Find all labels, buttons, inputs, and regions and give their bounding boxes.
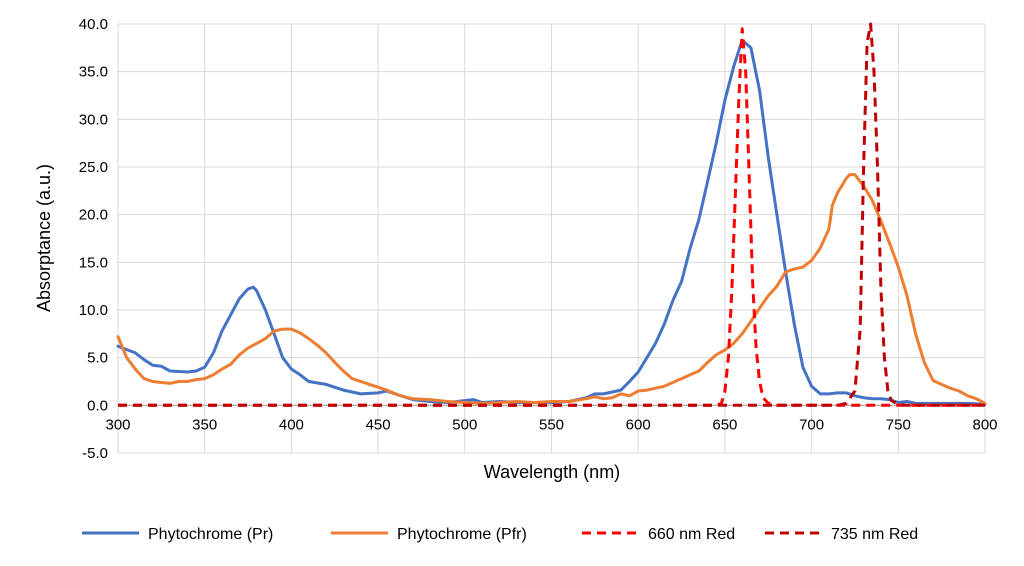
series-line-3 xyxy=(118,22,985,407)
series-line-0 xyxy=(116,38,987,406)
y-tick-label: 15.0 xyxy=(79,254,108,271)
x-tick-label: 800 xyxy=(972,416,997,433)
x-tick-label: 300 xyxy=(105,416,130,433)
legend-label-0: Phytochrome (Pr) xyxy=(148,526,273,543)
x-tick-labels: 300 350 400 450 500 550 600 650 700 750 800 xyxy=(105,416,997,433)
legend: Phytochrome (Pr) Phytochrome (Pfr) 660 nm … xyxy=(82,526,918,543)
x-tick-label: 400 xyxy=(279,416,304,433)
y-tick-label: 30.0 xyxy=(79,111,108,128)
x-tick-label: 650 xyxy=(712,416,737,433)
x-tick-label: 550 xyxy=(539,416,564,433)
x-tick-label: 700 xyxy=(799,416,824,433)
y-tick-label: 5.0 xyxy=(87,350,108,367)
y-tick-label: 20.0 xyxy=(79,207,108,224)
legend-label-1: Phytochrome (Pfr) xyxy=(397,526,527,543)
x-tick-label: 750 xyxy=(886,416,911,433)
x-axis-title: Wavelength (nm) xyxy=(484,462,620,482)
y-tick-label: 25.0 xyxy=(79,159,108,176)
y-tick-label: 35.0 xyxy=(79,64,108,81)
x-tick-label: 600 xyxy=(626,416,651,433)
y-tick-label: 40.0 xyxy=(79,16,108,33)
y-axis-title: Absorptance (a.u.) xyxy=(34,164,54,312)
x-tick-label: 500 xyxy=(452,416,477,433)
series-line-2 xyxy=(118,27,985,407)
legend-label-3: 735 nm Red xyxy=(831,526,918,543)
y-tick-label: 0.0 xyxy=(87,397,108,414)
grid-lines xyxy=(117,23,986,454)
y-tick-label: 10.0 xyxy=(79,302,108,319)
x-tick-label: 350 xyxy=(192,416,217,433)
legend-label-2: 660 nm Red xyxy=(648,526,735,543)
y-tick-labels: -5.0 0.0 5.0 10.0 15.0 20.0 25.0 30.0 35.0 40.0 xyxy=(79,16,108,462)
x-tick-label: 450 xyxy=(366,416,391,433)
series-line-1 xyxy=(116,173,987,405)
y-tick-label: -5.0 xyxy=(82,445,108,462)
series-group xyxy=(116,22,987,407)
